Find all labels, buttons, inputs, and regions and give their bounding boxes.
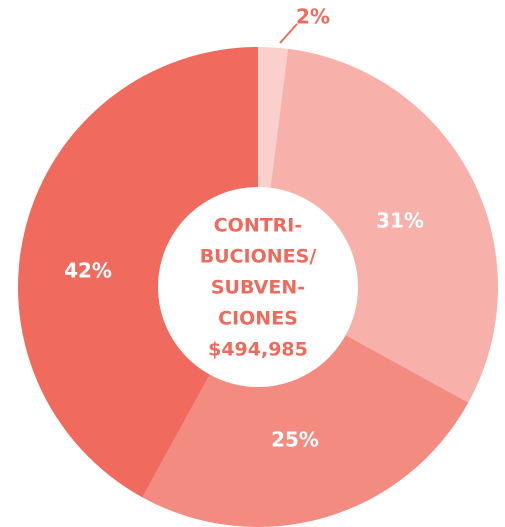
data-label: 42% bbox=[64, 259, 112, 283]
data-label: 31% bbox=[376, 209, 424, 233]
leader-line bbox=[279, 23, 298, 44]
data-label: 25% bbox=[271, 428, 319, 452]
donut-hole bbox=[158, 187, 358, 387]
center-label: BUCIONES/ bbox=[200, 246, 317, 268]
data-label: 2% bbox=[296, 5, 330, 29]
center-label: $494,985 bbox=[208, 339, 308, 361]
center-label: SUBVEN- bbox=[211, 277, 305, 299]
center-label: CIONES bbox=[218, 308, 298, 330]
slice bbox=[17, 47, 258, 498]
slice bbox=[142, 287, 469, 527]
center-label: CONTRI- bbox=[214, 215, 303, 237]
